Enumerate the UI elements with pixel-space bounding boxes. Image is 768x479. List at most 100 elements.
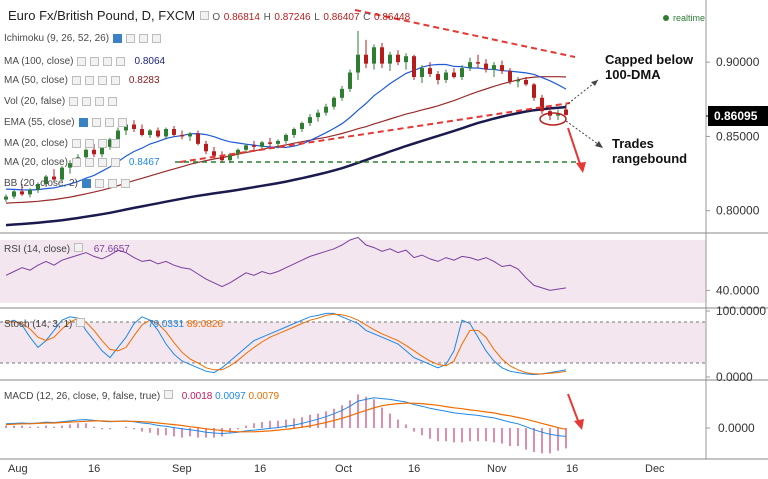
ma100-line xyxy=(5,105,567,227)
candle-body xyxy=(476,62,480,64)
indicator-legend-row[interactable]: MA (20, close) 0.8467 xyxy=(4,155,160,169)
indicator-legend-row[interactable]: Vol (20, false) xyxy=(4,94,118,108)
candle-body xyxy=(212,151,216,156)
macd-line xyxy=(5,397,567,437)
indicator-settings-icon[interactable] xyxy=(71,75,81,85)
candle-body xyxy=(228,154,232,161)
candle-body xyxy=(516,79,520,82)
stoch-k-line xyxy=(5,312,567,376)
indicator-close-icon[interactable] xyxy=(120,178,130,188)
candle-body xyxy=(4,196,8,200)
indicator-close-icon[interactable] xyxy=(110,138,120,148)
stoch-band xyxy=(0,322,706,363)
candle-body xyxy=(468,62,472,69)
indicator-add-icon[interactable] xyxy=(95,96,105,106)
candle-body xyxy=(244,145,248,150)
candle-body xyxy=(564,109,568,115)
indicator-settings-icon[interactable] xyxy=(77,56,87,66)
price-tick-label: 0.80000 xyxy=(716,204,760,218)
indicator-close-icon[interactable] xyxy=(110,157,120,167)
indicator-name: Ichimoku (9, 26, 52, 26) xyxy=(4,32,110,44)
candle-body xyxy=(340,88,344,98)
candle-body xyxy=(132,124,136,129)
indicator-add-icon[interactable] xyxy=(103,56,113,66)
indicator-legend-row[interactable]: BB (20, close, 2) xyxy=(4,176,130,190)
indicator-settings-icon[interactable] xyxy=(69,96,79,106)
indicator-legend-row[interactable]: EMA (55, close) xyxy=(4,115,127,129)
macd-signal-value: 0.0079 xyxy=(248,391,280,402)
indicator-hide-icon[interactable] xyxy=(84,157,94,167)
stoch-d-line xyxy=(5,313,567,375)
indicator-settings-icon[interactable] xyxy=(81,178,91,188)
indicator-close-icon[interactable] xyxy=(108,96,118,106)
indicator-value: 0.8467 xyxy=(128,156,160,168)
indicator-add-icon[interactable] xyxy=(97,138,107,148)
indicator-legend-row[interactable]: MA (100, close) 0.8064 xyxy=(4,54,165,68)
indicator-close-icon[interactable] xyxy=(116,56,126,66)
x-axis-label: 16 xyxy=(408,463,420,475)
candle-body xyxy=(124,124,128,131)
indicator-close-icon[interactable] xyxy=(152,33,162,43)
indicator-close-icon[interactable] xyxy=(110,75,120,85)
stoch-label: Stoch (14, 3, 1) 79.0331 89.0826 xyxy=(4,318,223,330)
indicator-add-icon[interactable] xyxy=(139,33,149,43)
indicator-close-icon[interactable] xyxy=(117,117,127,127)
candle-body xyxy=(284,134,288,141)
indicator-add-icon[interactable] xyxy=(107,178,117,188)
indicator-legend-row[interactable]: MA (20, close) xyxy=(4,136,120,150)
candle-body xyxy=(100,146,104,155)
rsi-settings-icon[interactable] xyxy=(73,243,83,252)
indicator-hide-icon[interactable] xyxy=(94,178,104,188)
symbol-header: Euro Fx/British Pound, D, FXCM O 0.86814… xyxy=(8,8,410,23)
settings-icon[interactable] xyxy=(199,11,209,20)
rsi-line xyxy=(5,236,567,291)
indicator-hide-icon[interactable] xyxy=(91,117,101,127)
candle-body xyxy=(404,56,408,63)
indicator-hide-icon[interactable] xyxy=(126,33,136,43)
stoch-tick-label: 0.0000 xyxy=(716,370,753,384)
resistance-trendline xyxy=(354,9,576,58)
indicator-hide-icon[interactable] xyxy=(82,96,92,106)
candle-body xyxy=(396,54,400,63)
candle-body xyxy=(436,74,440,80)
stoch-d-value: 89.0826 xyxy=(186,319,224,330)
candle-body xyxy=(332,97,336,107)
candle-body xyxy=(460,68,464,77)
candle-body xyxy=(20,191,24,195)
rsi-tick-label: 40.0000 xyxy=(716,283,760,297)
capped-arrow xyxy=(564,79,599,107)
candle-body xyxy=(164,129,168,137)
x-axis-label: Sep xyxy=(172,463,192,475)
candle-body xyxy=(44,176,48,184)
indicator-hide-icon[interactable] xyxy=(90,56,100,66)
indicator-settings-icon[interactable] xyxy=(78,117,88,127)
candle-body xyxy=(348,72,352,89)
macd-tick-label: 0.0000 xyxy=(718,421,755,435)
indicator-add-icon[interactable] xyxy=(97,75,107,85)
candle-body xyxy=(236,149,240,155)
macd-settings-icon[interactable] xyxy=(163,390,173,399)
indicator-legend-row[interactable]: Ichimoku (9, 26, 52, 26) xyxy=(4,31,162,45)
realtime-dot-icon xyxy=(663,15,669,21)
indicator-legend-row[interactable]: MA (50, close) 0.8283 xyxy=(4,73,160,87)
candle-body xyxy=(188,133,192,137)
candle-body xyxy=(524,79,528,85)
indicator-settings-icon[interactable] xyxy=(71,138,81,148)
candle-body xyxy=(540,97,544,112)
stoch-settings-icon[interactable] xyxy=(76,318,86,327)
indicator-name: MA (100, close) xyxy=(4,55,74,67)
x-axis-label: Oct xyxy=(335,463,352,475)
indicator-name: Vol (20, false) xyxy=(4,95,66,107)
candle-body xyxy=(220,155,224,161)
symbol-title: Euro Fx/British Pound, D, FXCM xyxy=(8,8,196,23)
candle-body xyxy=(484,63,488,70)
indicator-hide-icon[interactable] xyxy=(84,75,94,85)
capped-arrowhead xyxy=(591,80,598,86)
candle-body xyxy=(108,139,112,147)
indicator-add-icon[interactable] xyxy=(104,117,114,127)
annotation-capped-line1: Capped below xyxy=(605,52,694,67)
indicator-settings-icon[interactable] xyxy=(71,157,81,167)
indicator-settings-icon[interactable] xyxy=(113,33,123,43)
indicator-hide-icon[interactable] xyxy=(84,138,94,148)
indicator-add-icon[interactable] xyxy=(97,157,107,167)
